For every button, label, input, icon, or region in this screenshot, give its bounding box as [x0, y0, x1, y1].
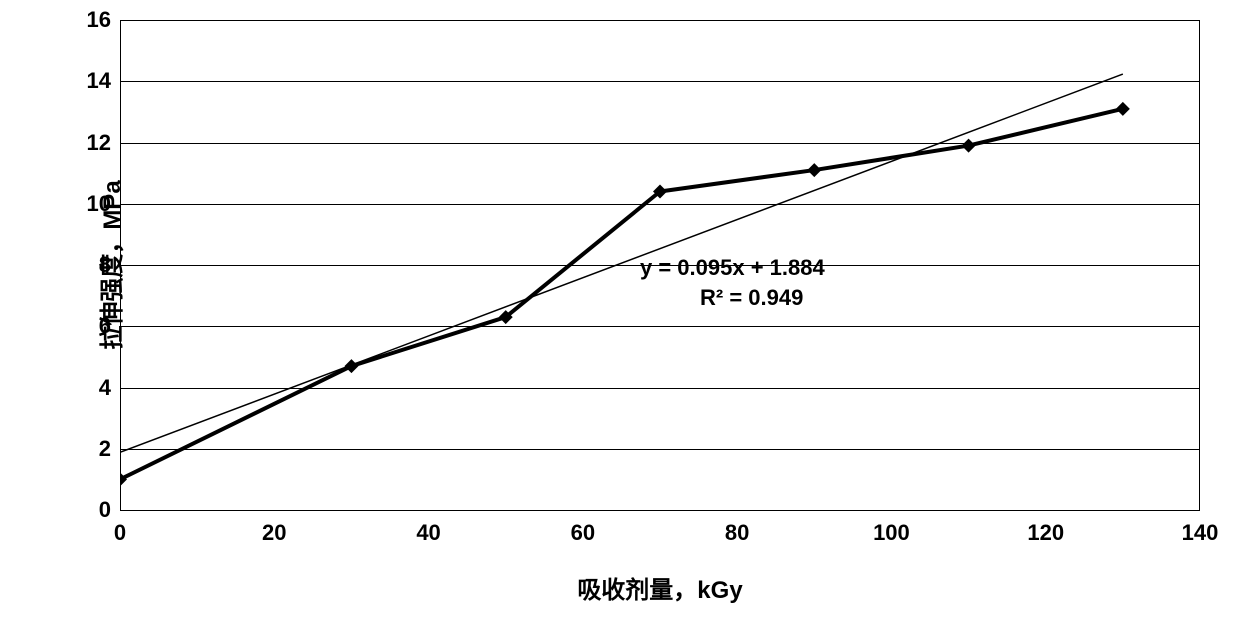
- y-axis-title: 拉伸强度，MPa: [92, 180, 127, 349]
- gridline-h: [120, 81, 1200, 82]
- y-axis-line-right: [1199, 20, 1200, 510]
- gridline-h: [120, 449, 1200, 450]
- trendline-r2: R² = 0.949: [700, 285, 803, 311]
- x-axis-title: 吸收剂量，kGy: [577, 570, 742, 605]
- x-tick-label: 0: [90, 520, 150, 546]
- y-tick-label: 16: [51, 7, 111, 33]
- gridline-h: [120, 20, 1200, 21]
- gridline-h: [120, 326, 1200, 327]
- trendline-path: [120, 74, 1123, 452]
- gridline-h: [120, 388, 1200, 389]
- gridline-h: [120, 143, 1200, 144]
- chart-container: 0246810121416 020406080100120140 拉伸强度，MP…: [0, 0, 1239, 628]
- gridline-h: [120, 510, 1200, 511]
- data-markers: [120, 102, 1130, 487]
- data-line-path: [120, 109, 1123, 480]
- gridline-h: [120, 204, 1200, 205]
- x-tick-label: 120: [1016, 520, 1076, 546]
- x-tick-label: 20: [244, 520, 304, 546]
- x-tick-label: 60: [553, 520, 613, 546]
- y-tick-label: 14: [51, 68, 111, 94]
- x-tick-label: 80: [707, 520, 767, 546]
- y-tick-label: 12: [51, 130, 111, 156]
- x-tick-label: 40: [399, 520, 459, 546]
- x-tick-label: 140: [1170, 520, 1230, 546]
- y-tick-label: 2: [51, 436, 111, 462]
- x-tick-label: 100: [861, 520, 921, 546]
- trendline-equation: y = 0.095x + 1.884: [640, 255, 825, 281]
- y-tick-label: 4: [51, 375, 111, 401]
